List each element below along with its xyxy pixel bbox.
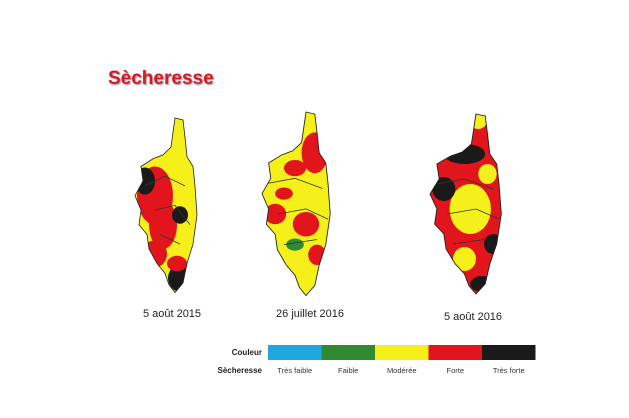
legend-level: Forte (446, 366, 464, 375)
legend-swatch (482, 345, 536, 360)
map-date: 5 août 2015 (143, 308, 201, 320)
map-2015 (134, 117, 198, 294)
legend-level: Faible (338, 366, 358, 375)
map-2016-july (261, 111, 331, 297)
legend-level: Modérée (387, 366, 417, 375)
map-date: 26 juillet 2016 (276, 308, 344, 320)
legend-swatch (321, 345, 375, 360)
legend-swatch (375, 345, 429, 360)
legend-level: Très faible (277, 366, 312, 375)
legend-level-label: Sècheresse (218, 366, 263, 375)
legend: Très faible Faible Modérée Forte Très forte (268, 345, 536, 375)
map-date: 5 août 2016 (444, 311, 502, 323)
legend-swatch (428, 345, 482, 360)
legend-swatch (268, 345, 322, 360)
legend-color-label: Couleur (232, 348, 262, 357)
map-2016-august (429, 113, 502, 295)
title: Sècheresse (108, 68, 214, 89)
legend-level: Très forte (493, 366, 525, 375)
